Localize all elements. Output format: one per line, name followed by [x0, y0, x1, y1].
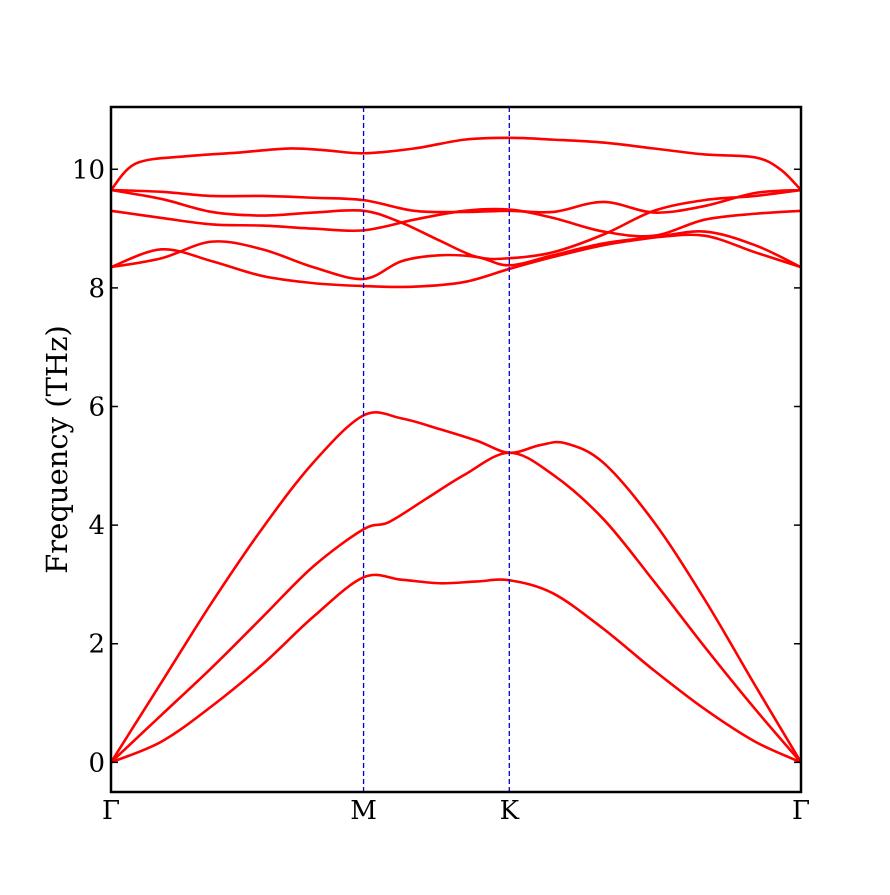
band-line-5: [110, 230, 802, 289]
band-line-2: [110, 451, 802, 764]
x-tick-label: Γ: [102, 796, 120, 826]
x-tick-label: Γ: [792, 796, 810, 826]
y-tick-label: 2: [88, 630, 105, 660]
band-line-1: [110, 573, 802, 764]
y-tick-label: 6: [88, 393, 105, 423]
dividers-layer: [362, 107, 510, 792]
bands-layer: [109, 136, 803, 764]
plot-frame: [109, 105, 803, 794]
band-line-9: [110, 136, 802, 191]
band-line-7: [110, 188, 802, 261]
y-tick-label: 10: [72, 155, 105, 185]
band-line-3: [109, 411, 803, 764]
band-line-8: [110, 188, 802, 214]
x-tick-label: K: [500, 796, 520, 826]
x-tick-label: M: [350, 796, 377, 826]
y-tick-label: 4: [88, 511, 105, 541]
y-tick-label: 8: [88, 274, 105, 304]
band-line-4: [110, 233, 802, 281]
y-tick-label: 0: [88, 748, 105, 778]
y-axis-label: Frequency (THz): [40, 325, 74, 574]
